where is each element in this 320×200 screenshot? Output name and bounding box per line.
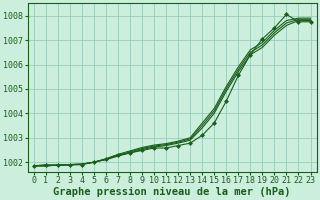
X-axis label: Graphe pression niveau de la mer (hPa): Graphe pression niveau de la mer (hPa) [53,186,291,197]
